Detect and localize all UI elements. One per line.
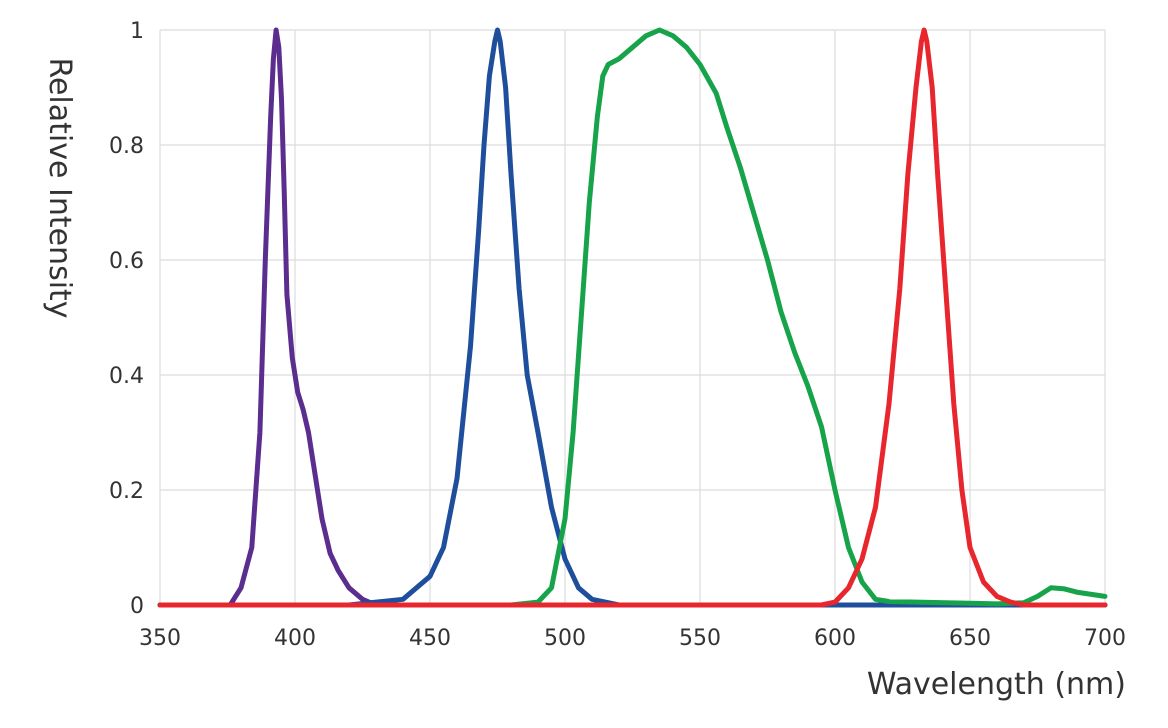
x-tick-label: 400 (274, 626, 316, 651)
x-tick-label: 600 (814, 626, 856, 651)
x-axis-ticks: 350 400 450 500 550 600 650 700 (139, 626, 1126, 651)
y-tick-label: 0.4 (109, 364, 144, 389)
y-tick-label: 1 (130, 19, 144, 44)
plot-area (160, 30, 1105, 605)
x-axis-title: Wavelength (nm) (867, 667, 1126, 702)
series-line-green (157, 27, 1108, 608)
x-tick-label: 550 (679, 626, 721, 651)
y-tick-label: 0.6 (109, 249, 144, 274)
x-tick-label: 500 (544, 626, 586, 651)
series-layer (157, 27, 1108, 608)
y-tick-label: 0.8 (109, 134, 144, 159)
x-tick-label: 450 (409, 626, 451, 651)
y-tick-label: 0.2 (109, 479, 144, 504)
x-tick-label: 700 (1084, 626, 1126, 651)
series-line-blue (157, 27, 1108, 608)
x-tick-label: 350 (139, 626, 181, 651)
x-tick-label: 650 (949, 626, 991, 651)
y-axis-ticks: 0 0.2 0.4 0.6 0.8 1 (109, 19, 144, 619)
grid (159, 29, 1106, 606)
y-tick-label: 0 (130, 594, 144, 619)
series-line-red (157, 27, 1108, 608)
y-axis-title: Relative Intensity (42, 57, 77, 318)
